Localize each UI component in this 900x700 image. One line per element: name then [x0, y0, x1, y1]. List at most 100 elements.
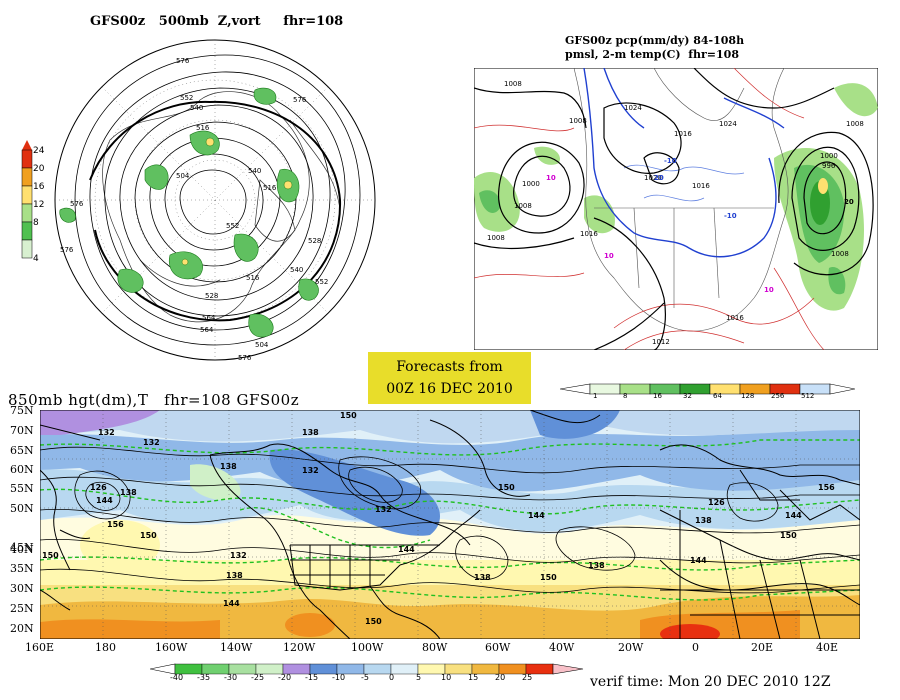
- lat-label: 75N: [10, 404, 34, 417]
- hgt-label: 126: [708, 498, 725, 507]
- isobar-label: 1008: [504, 80, 522, 88]
- lon-label: 160E: [25, 641, 55, 654]
- isobar-label: 1000: [522, 180, 540, 188]
- forecast-from-box: Forecasts from 00Z 16 DEC 2010: [368, 352, 531, 404]
- lon-label: 140W: [220, 641, 253, 654]
- polar-contour-label: 552: [180, 94, 193, 102]
- lon-label: 0: [692, 641, 699, 654]
- lat-label: 70N: [10, 424, 34, 437]
- isobar-label: 1008: [831, 250, 849, 258]
- lat-label: 40N: [10, 543, 34, 556]
- hgt-label: 132: [143, 438, 160, 447]
- lon-label: 160W: [155, 641, 188, 654]
- polar-legend-tick: 24: [33, 146, 45, 156]
- precip-map: 1008 1008 1024 1008 1000 1016 1024 1016 …: [474, 68, 878, 350]
- temp-legend-tick: -40: [170, 673, 184, 682]
- hgt-label: 150: [340, 411, 357, 420]
- lon-label: 120W: [283, 641, 316, 654]
- polar-vorticity-legend: 24 20 16 12 8 4: [18, 140, 48, 270]
- polar-contour-label: 552: [315, 278, 328, 286]
- temp-legend-tick: 20: [495, 673, 506, 682]
- lon-label: 60W: [485, 641, 511, 654]
- polar-contour-label: 504: [255, 341, 269, 349]
- verif-time: verif time: Mon 20 DEC 2010 12Z: [590, 674, 831, 690]
- temp-legend-bar: [149, 663, 584, 675]
- hgt-label: 138: [695, 516, 712, 525]
- temp-legend-tick: -35: [197, 673, 211, 682]
- temp-legend-tick: -15: [305, 673, 319, 682]
- lat-label: 20N: [10, 622, 34, 635]
- polar-contour-label: 540: [190, 104, 203, 112]
- polar-contour-label: 516: [246, 274, 260, 282]
- hgt-label: 138: [226, 571, 243, 580]
- isobar-label: 1008: [569, 117, 587, 125]
- temp-label: 10: [546, 174, 556, 182]
- hgt-temp-map: 132 132 138 126 144 138 156 150 132 138 …: [40, 410, 860, 639]
- hgt-label: 132: [98, 428, 115, 437]
- hgt-label: 138: [588, 561, 605, 570]
- temp-legend-tick: 15: [468, 673, 479, 682]
- isobar-label: 1016: [726, 314, 744, 322]
- hgt-label: 132: [375, 505, 392, 514]
- precip-legend-tick: 8: [623, 392, 628, 400]
- isobar-label: 1024: [719, 120, 737, 128]
- hgt-label: 144: [690, 556, 707, 565]
- isobar-label: 1008: [514, 202, 532, 210]
- polar-contour-label: 516: [196, 124, 210, 132]
- polar-map: 576 576 552 540 516 504 576 528 540 516 …: [54, 39, 376, 362]
- precip-legend-tick: 512: [801, 392, 815, 400]
- temp-label: -10: [664, 157, 677, 165]
- isobar-label: 1024: [624, 104, 642, 112]
- hgt-label: 150: [140, 531, 157, 540]
- lon-label: 20W: [618, 641, 644, 654]
- lon-label: 40W: [549, 641, 575, 654]
- hgt-label: 144: [398, 545, 415, 554]
- polar-contour-label: 576: [293, 96, 307, 104]
- isobar-label: 1016: [692, 182, 710, 190]
- temp-label: 20: [844, 198, 854, 206]
- hgt-label: 144: [528, 511, 545, 520]
- precip-legend-tick: 32: [683, 392, 692, 400]
- forecast-from-label: Forecasts from: [396, 359, 503, 375]
- hgt-label: 138: [220, 462, 237, 471]
- polar-contour-label: 516: [263, 184, 277, 192]
- temp-legend-tick: -30: [224, 673, 238, 682]
- hgt-label: 156: [818, 483, 835, 492]
- polar-contour-label: 576: [60, 246, 74, 254]
- isobar-label: 1000: [820, 152, 838, 160]
- polar-panel-title: GFS00z 500mb Z,vort fhr=108: [90, 14, 344, 29]
- temp-legend-tick: -5: [361, 673, 369, 682]
- lat-label: 25N: [10, 602, 34, 615]
- hgt-label: 150: [498, 483, 515, 492]
- isobar-label: 1008: [846, 120, 864, 128]
- temp-legend: -40 -35 -30 -25 -20 -15 -10 -5 0 5 10 15…: [149, 660, 585, 686]
- precip-legend-tick: 128: [741, 392, 755, 400]
- precip-legend-tick: 64: [713, 392, 722, 400]
- temp-legend-tick: 0: [389, 673, 395, 682]
- lat-axis: 75N 70N 65N 60N 55N 50N 45N 40N 35N 30N …: [10, 404, 40, 644]
- temp-label: 20: [654, 174, 664, 182]
- temp-legend-tick: 10: [441, 673, 452, 682]
- hgt-label: 132: [230, 551, 247, 560]
- hgt-label: 144: [223, 599, 240, 608]
- isobar-label: 1020: [644, 174, 662, 182]
- lon-axis: 160E 180 160W 140W 120W 100W 80W 60W 40W…: [25, 641, 885, 655]
- polar-legend-tick: 12: [33, 200, 45, 210]
- lon-label: 40E: [816, 641, 839, 654]
- hgt-label: 156: [107, 520, 124, 529]
- lat-label: 35N: [10, 562, 34, 575]
- precip-legend-bar: [559, 383, 856, 395]
- polar-legend-tick: 4: [33, 254, 39, 264]
- polar-contour-label: 504: [176, 172, 190, 180]
- polar-contour-label: 528: [205, 292, 218, 300]
- precip-panel-title-line2: pmsl, 2-m temp(C) fhr=108: [565, 48, 739, 61]
- lat-label: 50N: [10, 502, 34, 515]
- temp-label: 10: [764, 286, 774, 294]
- temp-label: -10: [724, 212, 737, 220]
- precip-panel-title-line1: GFS00z pcp(mm/dy) 84-108h: [565, 34, 745, 47]
- temp-legend-tick: 5: [416, 673, 422, 682]
- lat-label: 55N: [10, 482, 34, 495]
- polar-legend-tick: 16: [33, 182, 45, 192]
- forecast-init-time: 00Z 16 DEC 2010: [386, 381, 513, 397]
- hgt-label: 138: [302, 428, 319, 437]
